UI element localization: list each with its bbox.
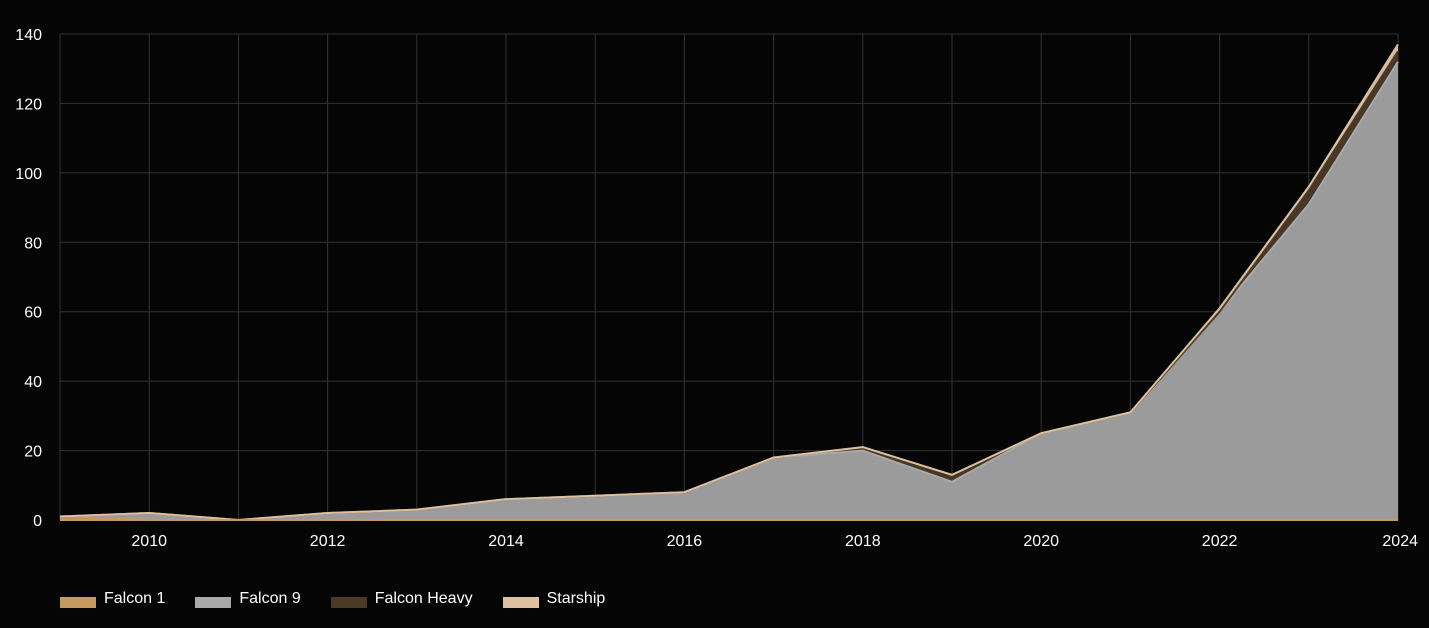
y-tick-label: 60: [24, 305, 42, 322]
x-tick-label: 2010: [131, 533, 167, 550]
y-tick-label: 140: [15, 27, 42, 44]
legend-swatch-falcon-9: [195, 596, 232, 608]
y-tick-label: 120: [15, 96, 42, 113]
legend-label-falcon-1: Falcon 1: [104, 590, 166, 607]
y-tick-label: 100: [15, 166, 42, 183]
x-tick-label: 2016: [667, 533, 703, 550]
y-tick-label: 0: [33, 513, 42, 530]
legend-item-falcon-1[interactable]: Falcon 1: [60, 590, 165, 608]
legend-label-falcon-heavy: Falcon Heavy: [374, 590, 473, 607]
legend-swatch-starship: [502, 596, 539, 608]
x-tick-label: 2020: [1023, 533, 1059, 550]
legend-item-falcon-heavy[interactable]: Falcon Heavy: [330, 590, 473, 608]
y-tick-label: 40: [24, 374, 42, 391]
x-tick-label: 2024: [1382, 533, 1418, 550]
x-tick-label: 2014: [488, 533, 524, 550]
area-falcon-9[interactable]: [60, 61, 1398, 521]
legend-item-falcon-9[interactable]: Falcon 9: [195, 590, 301, 608]
series-areas: [60, 44, 1398, 521]
x-tick-label: 2012: [310, 533, 346, 550]
legend-swatch-falcon-1: [60, 596, 96, 608]
y-tick-label: 20: [24, 444, 42, 461]
x-tick-label: 2022: [1202, 533, 1238, 550]
line-starship: [59, 43, 1399, 521]
legend-label-starship: Starship: [546, 590, 606, 607]
legend-swatch-falcon-heavy: [330, 596, 367, 608]
legend-label-falcon-9: Falcon 9: [239, 590, 301, 607]
axes: 0 20 40 60 80 100 120 140 2010 2012 2014 2016 2018 20…: [15, 27, 1418, 550]
x-tick-label: 2018: [845, 533, 881, 550]
legend-item-starship[interactable]: Starship: [502, 590, 606, 608]
legend: Falcon 1 Falcon 9 Falcon Heavy Starship: [60, 590, 605, 608]
y-tick-label: 80: [24, 235, 42, 252]
